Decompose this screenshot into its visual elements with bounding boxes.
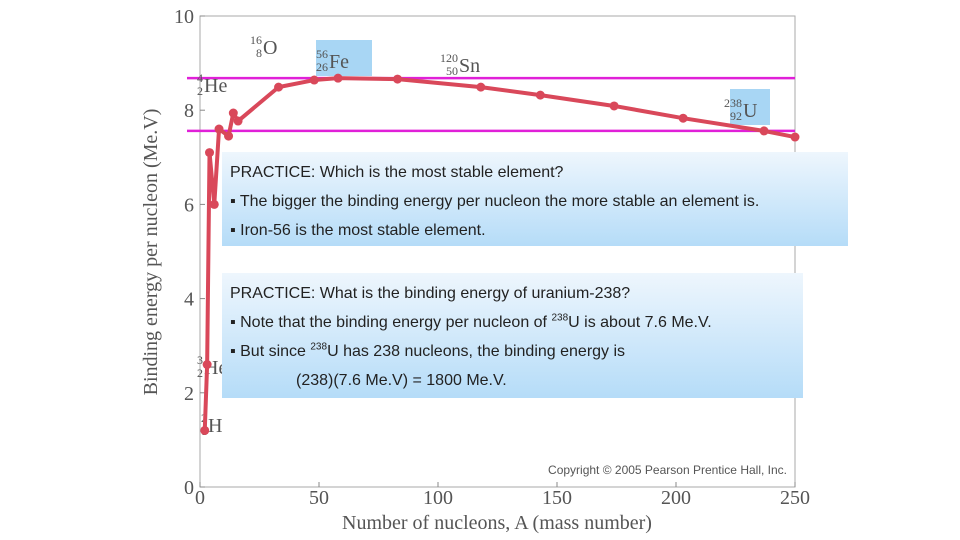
y-tick-label: 6 (184, 194, 194, 216)
x-tick-label: 200 (661, 487, 691, 509)
data-point (214, 124, 224, 134)
text-line: ▪ Note that the binding energy per nucle… (230, 308, 795, 337)
y-tick-label: 0 (184, 477, 194, 499)
data-point (202, 360, 212, 370)
data-point (205, 148, 215, 158)
text-line: PRACTICE: What is the binding energy of … (230, 279, 795, 308)
x-tick-label: 250 (780, 487, 810, 509)
text: U has 238 nucleons, the binding energy i… (327, 343, 626, 360)
element-label: 168 O (250, 33, 277, 60)
y-tick-label: 4 (184, 289, 194, 311)
atomic-number: 50 (446, 64, 458, 78)
mass-number: 238 (724, 96, 742, 110)
x-tick-label: 150 (542, 487, 572, 509)
x-tick-label: 50 (309, 487, 329, 509)
highlight (316, 40, 372, 76)
y-tick-label: 10 (174, 6, 194, 28)
symbol: Fe (329, 51, 349, 73)
atomic-number: 2 (197, 84, 203, 98)
text: ▪ Iron-56 is the most stable element. (230, 222, 486, 239)
y-tick-label: 8 (184, 100, 194, 122)
data-point (274, 82, 284, 92)
text: PRACTICE: What is the binding energy of … (230, 285, 631, 302)
data-point (535, 90, 545, 100)
text: (238)(7.6 Me.V) = 1800 Me.V. (296, 372, 507, 389)
data-point (224, 131, 234, 141)
symbol: He (204, 75, 227, 97)
data-point (790, 132, 800, 142)
data-point (333, 73, 343, 83)
x-tick-label: 100 (423, 487, 453, 509)
atomic-number: 2 (197, 366, 203, 380)
plot-frame (199, 15, 796, 488)
text-line: (238)(7.6 Me.V) = 1800 Me.V. (230, 366, 795, 395)
data-point (200, 425, 210, 435)
element-label: 42 He (197, 71, 227, 98)
atomic-number: 26 (316, 60, 328, 74)
data-point (476, 82, 486, 92)
atomic-number: 8 (256, 46, 262, 60)
copyright: Copyright © 2005 Pearson Prentice Hall, … (548, 463, 787, 477)
text: ▪ But since (230, 343, 311, 360)
highlight (730, 89, 770, 125)
mass-number: 56 (316, 47, 328, 61)
data-point (678, 113, 688, 123)
data-point (233, 116, 243, 126)
text-box: PRACTICE: What is the binding energy of … (222, 273, 803, 398)
text-line: ▪ The bigger the binding energy per nucl… (230, 187, 840, 216)
mass-number: 4 (197, 71, 203, 85)
text: ▪ The bigger the binding energy per nucl… (230, 193, 760, 210)
symbol: Sn (459, 55, 480, 77)
x-tick-label: 0 (195, 487, 205, 509)
text-line: ▪ Iron-56 is the most stable element. (230, 216, 840, 245)
text: PRACTICE: Which is the most stable eleme… (230, 164, 564, 181)
symbol: U (743, 100, 758, 122)
text: U is about 7.6 Me.V. (568, 314, 712, 331)
data-point (609, 101, 619, 111)
mass-number: 16 (250, 33, 262, 47)
data-point (393, 74, 403, 84)
data-point (309, 75, 319, 85)
y-tick-label: 2 (184, 383, 194, 405)
text-line: ▪ But since 238U has 238 nucleons, the b… (230, 337, 795, 366)
x-axis-title: Number of nucleons, A (mass number) (342, 512, 652, 534)
superscript: 238 (310, 341, 328, 353)
mass-number: 3 (197, 353, 203, 367)
text: ▪ Note that the binding energy per nucle… (230, 314, 552, 331)
text-box: PRACTICE: Which is the most stable eleme… (222, 152, 848, 246)
mass-number: 120 (440, 51, 458, 65)
symbol: H (208, 415, 222, 437)
atomic-number: 92 (730, 109, 742, 123)
text-line: PRACTICE: Which is the most stable eleme… (230, 158, 840, 187)
superscript: 238 (551, 312, 569, 324)
data-point (228, 108, 238, 118)
y-axis-title: Binding energy per nucleon (Me.V) (140, 109, 162, 396)
data-point (209, 199, 219, 209)
data-line (202, 76, 796, 431)
symbol: O (263, 37, 277, 59)
data-point (759, 126, 769, 136)
